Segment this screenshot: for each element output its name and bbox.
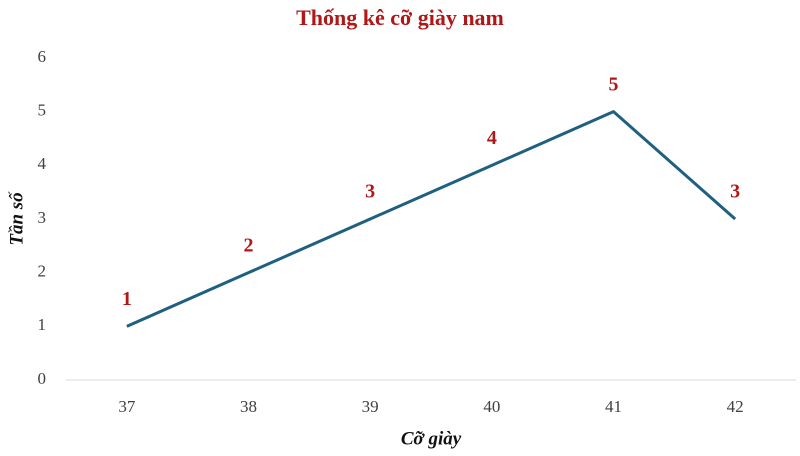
x-tick-label: 37 bbox=[118, 397, 136, 416]
y-tick-label: 0 bbox=[38, 369, 47, 388]
y-tick-label: 3 bbox=[38, 208, 47, 227]
chart-title: Thống kê cỡ giày nam bbox=[296, 5, 504, 30]
x-tick-label: 41 bbox=[605, 397, 622, 416]
y-tick-label: 2 bbox=[38, 262, 47, 281]
x-tick-label: 39 bbox=[362, 397, 379, 416]
line bbox=[126, 110, 737, 328]
y-tick-label: 6 bbox=[38, 47, 47, 66]
x-axis-label: Cỡ giày bbox=[401, 428, 462, 449]
data-label: 4 bbox=[487, 127, 497, 149]
data-label: 5 bbox=[609, 73, 619, 95]
data-label: 3 bbox=[730, 181, 740, 203]
y-tick-label: 1 bbox=[38, 315, 47, 334]
x-tick-label: 38 bbox=[240, 397, 257, 416]
y-tick-label: 5 bbox=[38, 101, 47, 120]
y-axis-label: Tần số bbox=[6, 191, 27, 246]
data-label: 3 bbox=[365, 181, 375, 203]
x-tick-label: 40 bbox=[483, 397, 500, 416]
data-label: 1 bbox=[122, 288, 132, 310]
y-tick-label: 4 bbox=[38, 154, 47, 173]
data-label: 2 bbox=[244, 234, 254, 256]
x-tick-label: 42 bbox=[727, 397, 744, 416]
